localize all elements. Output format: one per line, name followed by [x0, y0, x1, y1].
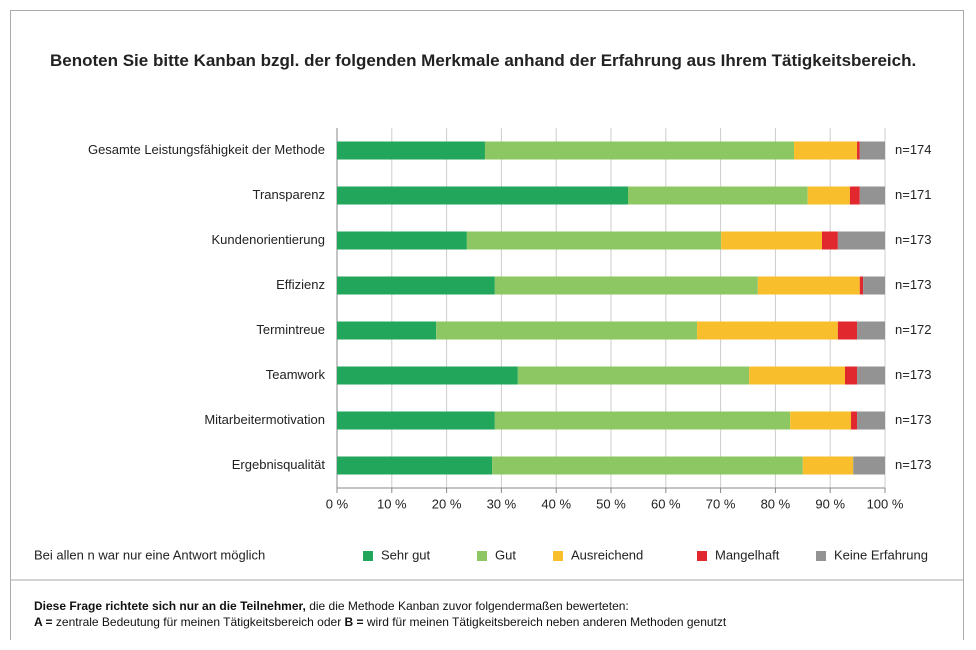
n-label: n=173: [895, 277, 932, 292]
y-tick-label: Effizienz: [276, 277, 325, 292]
bar-segment: [337, 321, 437, 340]
x-tick-label: 90 %: [815, 496, 845, 511]
bar-segment: [790, 411, 852, 430]
footer-bold: B =: [344, 615, 364, 629]
bar-segment: [807, 186, 850, 205]
bar-segment: [859, 141, 885, 160]
bar-segment: [484, 141, 795, 160]
legend-swatch: [477, 551, 487, 561]
x-tick-label: 40 %: [541, 496, 571, 511]
bar-segment: [849, 186, 860, 205]
bar-segment: [857, 366, 885, 385]
bar-segment: [697, 321, 838, 340]
y-tick-label: Kundenorientierung: [212, 232, 325, 247]
n-label: n=173: [895, 457, 932, 472]
n-label: n=172: [895, 322, 932, 337]
y-tick-label: Gesamte Leistungsfähigkeit der Methode: [88, 142, 325, 157]
y-tick-label: Termintreue: [256, 322, 325, 337]
bar-segment: [494, 276, 758, 295]
legend-label: Mangelhaft: [715, 547, 780, 562]
bar-segment: [337, 141, 485, 160]
legend-swatch: [553, 551, 563, 561]
bar-segment: [337, 411, 495, 430]
frame: [10, 10, 964, 640]
n-label: n=173: [895, 232, 932, 247]
y-tick-label: Ergebnisqualität: [232, 457, 326, 472]
bar-segment: [492, 456, 803, 475]
bar-segment: [863, 276, 885, 295]
chart-title: Benoten Sie bitte Kanban bzgl. der folge…: [50, 51, 917, 70]
bar-segment: [337, 186, 628, 205]
x-tick-label: 50 %: [596, 496, 626, 511]
n-label: n=171: [895, 187, 932, 202]
bar-segment: [859, 276, 864, 295]
legend-label: Keine Erfahrung: [834, 547, 928, 562]
bar-segment: [466, 231, 722, 250]
x-tick-label: 30 %: [487, 496, 517, 511]
y-tick-label: Teamwork: [266, 367, 326, 382]
x-tick-label: 10 %: [377, 496, 407, 511]
x-tick-label: 20 %: [432, 496, 462, 511]
n-label: n=173: [895, 412, 932, 427]
x-tick-label: 100 %: [867, 496, 904, 511]
bar-segment: [857, 321, 885, 340]
bar-segment: [857, 141, 860, 160]
bar-segment: [721, 231, 822, 250]
footer-text: die die Methode Kanban zuvor folgenderma…: [305, 599, 629, 613]
n-label: n=173: [895, 367, 932, 382]
legend-swatch: [816, 551, 826, 561]
bar-segment: [802, 456, 854, 475]
legend-swatch: [697, 551, 707, 561]
footer-text: wird für meinen Tätigkeitsbereich neben …: [363, 615, 727, 629]
bar-segment: [837, 231, 885, 250]
bar-segment: [337, 231, 467, 250]
legend-swatch: [363, 551, 373, 561]
bar-segment: [757, 276, 860, 295]
bar-segment: [859, 186, 885, 205]
x-tick-label: 0 %: [326, 496, 349, 511]
bar-segment: [627, 186, 808, 205]
legend-label: Gut: [495, 547, 516, 562]
bar-segment: [837, 321, 858, 340]
bar-segment: [821, 231, 838, 250]
footer-line: A = zentrale Bedeutung für meinen Tätigk…: [34, 614, 726, 630]
n-label: n=174: [895, 142, 932, 157]
bar-segment: [844, 366, 858, 385]
bar-segment: [436, 321, 698, 340]
bar-segment: [337, 456, 493, 475]
bar-segment: [337, 366, 518, 385]
footer-line: Diese Frage richtete sich nur an die Tei…: [34, 598, 726, 614]
bar-segment: [517, 366, 750, 385]
y-tick-label: Transparenz: [253, 187, 326, 202]
bar-segment: [749, 366, 845, 385]
footer-text: zentrale Bedeutung für meinen Tätigkeits…: [52, 615, 345, 629]
bar-segment: [853, 456, 885, 475]
bar-segment: [851, 411, 858, 430]
bar-segment: [794, 141, 858, 160]
legend-label: Sehr gut: [381, 547, 431, 562]
bar-segment: [337, 276, 495, 295]
legend-label: Ausreichend: [571, 547, 643, 562]
note: Bei allen n war nur eine Antwort möglich: [34, 547, 265, 562]
footer: Diese Frage richtete sich nur an die Tei…: [34, 598, 726, 630]
y-tick-label: Mitarbeitermotivation: [204, 412, 325, 427]
x-tick-label: 70 %: [706, 496, 736, 511]
x-tick-label: 60 %: [651, 496, 681, 511]
bar-segment: [857, 411, 885, 430]
bar-segment: [494, 411, 791, 430]
x-tick-label: 80 %: [761, 496, 791, 511]
footer-bold: A =: [34, 615, 53, 629]
footer-bold: Diese Frage richtete sich nur an die Tei…: [34, 599, 306, 613]
